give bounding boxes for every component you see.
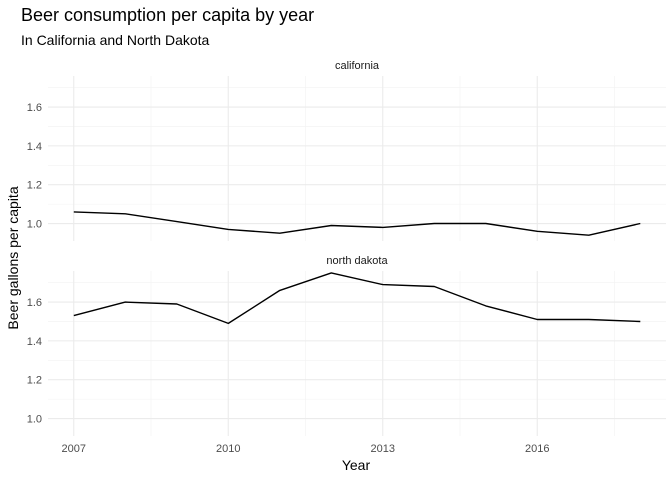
chart-subtitle: In California and North Dakota (21, 32, 210, 48)
y-tick-label: 1.2 (27, 180, 42, 192)
y-tick-label: 1.6 (27, 297, 42, 309)
facet-panels: 1.0 1.2 1.4 1.6 california 1.0 1.2 1.4 1.6 north … (27, 60, 666, 436)
facet-strip-label: california (335, 60, 380, 72)
y-tick-label: 1.2 (27, 375, 42, 387)
x-tick-label: 2007 (62, 443, 86, 455)
facet-panel: 1.0 1.2 1.4 1.6 california (27, 60, 666, 241)
y-tick-label: 1.0 (27, 414, 42, 426)
chart-title: Beer consumption per capita by year (21, 5, 314, 25)
y-tick-label: 1.6 (27, 102, 42, 114)
facet-panel: 1.0 1.2 1.4 1.6 north dakota (27, 255, 666, 436)
x-tick-label: 2016 (525, 443, 549, 455)
series-line (73, 211, 641, 236)
x-axis: 2007 2010 2013 2016 (62, 443, 550, 455)
x-axis-title: Year (342, 457, 371, 473)
y-tick-label: 1.0 (27, 219, 42, 231)
series-line (73, 272, 641, 325)
x-tick-label: 2013 (371, 443, 395, 455)
x-tick-label: 2010 (216, 443, 240, 455)
y-tick-label: 1.4 (27, 336, 42, 348)
facet-strip-label: north dakota (326, 255, 388, 267)
y-axis-title: Beer gallons per capita (5, 186, 21, 329)
y-tick-label: 1.4 (27, 141, 42, 153)
